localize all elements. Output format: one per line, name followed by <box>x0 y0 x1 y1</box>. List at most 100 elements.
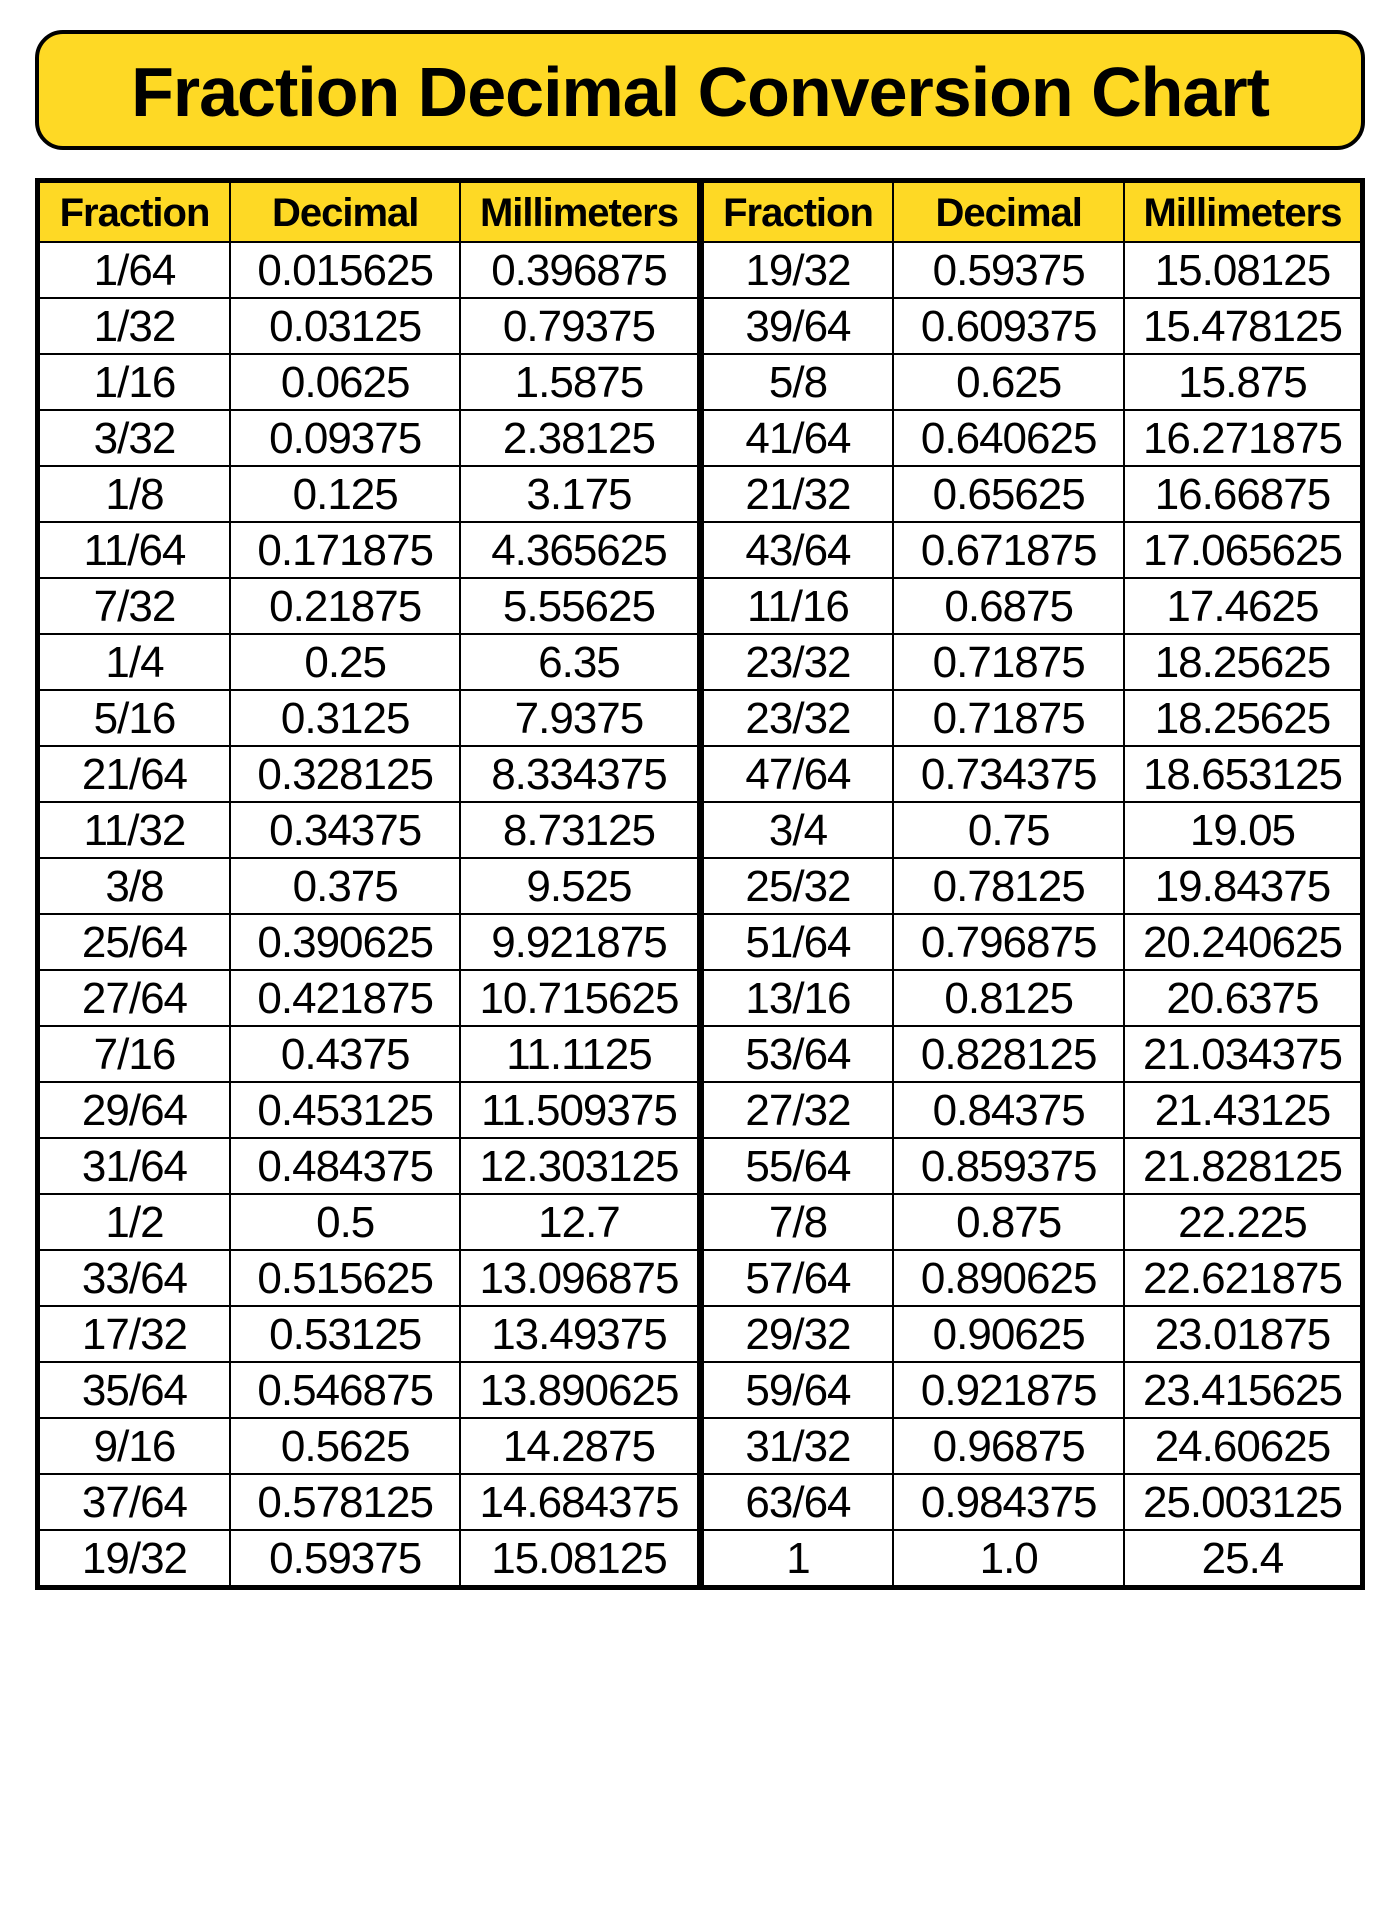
table-row: 17/320.5312513.49375 <box>39 1306 698 1362</box>
right-table: Fraction Decimal Millimeters 19/320.5937… <box>702 181 1363 1587</box>
cell-millimeters: 18.25625 <box>1124 634 1361 690</box>
cell-fraction: 1/8 <box>39 466 230 522</box>
cell-millimeters: 0.396875 <box>460 242 697 298</box>
cell-fraction: 57/64 <box>703 1250 894 1306</box>
cell-decimal: 0.515625 <box>230 1250 460 1306</box>
table-row: 51/640.79687520.240625 <box>703 914 1362 970</box>
table-row: 13/160.812520.6375 <box>703 970 1362 1026</box>
cell-fraction: 1/64 <box>39 242 230 298</box>
table-row: 63/640.98437525.003125 <box>703 1474 1362 1530</box>
cell-decimal: 0.640625 <box>893 410 1123 466</box>
table-row: 39/640.60937515.478125 <box>703 298 1362 354</box>
cell-fraction: 59/64 <box>703 1362 894 1418</box>
cell-millimeters: 3.175 <box>460 466 697 522</box>
cell-decimal: 0.34375 <box>230 802 460 858</box>
cell-fraction: 19/32 <box>39 1530 230 1586</box>
cell-decimal: 0.625 <box>893 354 1123 410</box>
cell-fraction: 1/4 <box>39 634 230 690</box>
left-table: Fraction Decimal Millimeters 1/640.01562… <box>38 181 699 1587</box>
cell-millimeters: 14.2875 <box>460 1418 697 1474</box>
cell-fraction: 51/64 <box>703 914 894 970</box>
cell-decimal: 0.546875 <box>230 1362 460 1418</box>
table-row: 31/320.9687524.60625 <box>703 1418 1362 1474</box>
table-row: 47/640.73437518.653125 <box>703 746 1362 802</box>
cell-fraction: 11/16 <box>703 578 894 634</box>
cell-decimal: 0.171875 <box>230 522 460 578</box>
cell-decimal: 0.859375 <box>893 1138 1123 1194</box>
cell-millimeters: 16.271875 <box>1124 410 1361 466</box>
cell-decimal: 0.734375 <box>893 746 1123 802</box>
cell-fraction: 39/64 <box>703 298 894 354</box>
cell-decimal: 0.71875 <box>893 634 1123 690</box>
table-row: 7/160.437511.1125 <box>39 1026 698 1082</box>
table-header-row: Fraction Decimal Millimeters <box>703 182 1362 242</box>
cell-decimal: 0.96875 <box>893 1418 1123 1474</box>
cell-fraction: 47/64 <box>703 746 894 802</box>
cell-fraction: 1/16 <box>39 354 230 410</box>
chart-title: Fraction Decimal Conversion Chart <box>59 52 1341 132</box>
cell-millimeters: 11.509375 <box>460 1082 697 1138</box>
cell-millimeters: 14.684375 <box>460 1474 697 1530</box>
cell-fraction: 31/64 <box>39 1138 230 1194</box>
table-row: 43/640.67187517.065625 <box>703 522 1362 578</box>
cell-millimeters: 17.065625 <box>1124 522 1361 578</box>
cell-fraction: 3/8 <box>39 858 230 914</box>
cell-fraction: 21/64 <box>39 746 230 802</box>
cell-fraction: 29/32 <box>703 1306 894 1362</box>
cell-decimal: 0.8125 <box>893 970 1123 1026</box>
table-row: 1/80.1253.175 <box>39 466 698 522</box>
cell-decimal: 0.25 <box>230 634 460 690</box>
table-row: 11/320.343758.73125 <box>39 802 698 858</box>
cell-fraction: 27/32 <box>703 1082 894 1138</box>
table-row: 53/640.82812521.034375 <box>703 1026 1362 1082</box>
cell-millimeters: 22.621875 <box>1124 1250 1361 1306</box>
cell-decimal: 0.21875 <box>230 578 460 634</box>
cell-decimal: 0.375 <box>230 858 460 914</box>
cell-millimeters: 13.49375 <box>460 1306 697 1362</box>
table-row: 25/320.7812519.84375 <box>703 858 1362 914</box>
cell-fraction: 13/16 <box>703 970 894 1026</box>
table-row: 7/320.218755.55625 <box>39 578 698 634</box>
cell-millimeters: 15.875 <box>1124 354 1361 410</box>
right-column: Fraction Decimal Millimeters 19/320.5937… <box>702 181 1363 1587</box>
table-row: 3/320.093752.38125 <box>39 410 698 466</box>
cell-decimal: 0.78125 <box>893 858 1123 914</box>
cell-decimal: 0.5 <box>230 1194 460 1250</box>
table-row: 5/160.31257.9375 <box>39 690 698 746</box>
cell-millimeters: 11.1125 <box>460 1026 697 1082</box>
cell-fraction: 7/8 <box>703 1194 894 1250</box>
cell-millimeters: 8.334375 <box>460 746 697 802</box>
cell-millimeters: 21.828125 <box>1124 1138 1361 1194</box>
table-row: 11/160.687517.4625 <box>703 578 1362 634</box>
cell-decimal: 0.0625 <box>230 354 460 410</box>
cell-decimal: 0.03125 <box>230 298 460 354</box>
table-row: 35/640.54687513.890625 <box>39 1362 698 1418</box>
cell-millimeters: 19.84375 <box>1124 858 1361 914</box>
cell-millimeters: 20.6375 <box>1124 970 1361 1026</box>
table-row: 23/320.7187518.25625 <box>703 690 1362 746</box>
chart-columns: Fraction Decimal Millimeters 1/640.01562… <box>35 178 1365 1590</box>
cell-fraction: 35/64 <box>39 1362 230 1418</box>
table-row: 21/640.3281258.334375 <box>39 746 698 802</box>
table-row: 19/320.5937515.08125 <box>39 1530 698 1586</box>
table-row: 57/640.89062522.621875 <box>703 1250 1362 1306</box>
cell-fraction: 11/32 <box>39 802 230 858</box>
cell-decimal: 0.65625 <box>893 466 1123 522</box>
cell-millimeters: 5.55625 <box>460 578 697 634</box>
cell-decimal: 0.421875 <box>230 970 460 1026</box>
cell-millimeters: 25.4 <box>1124 1530 1361 1586</box>
cell-decimal: 0.015625 <box>230 242 460 298</box>
table-row: 1/160.06251.5875 <box>39 354 698 410</box>
cell-millimeters: 22.225 <box>1124 1194 1361 1250</box>
cell-millimeters: 19.05 <box>1124 802 1361 858</box>
cell-fraction: 9/16 <box>39 1418 230 1474</box>
table-row: 27/320.8437521.43125 <box>703 1082 1362 1138</box>
cell-millimeters: 8.73125 <box>460 802 697 858</box>
left-column: Fraction Decimal Millimeters 1/640.01562… <box>38 181 702 1587</box>
table-row: 33/640.51562513.096875 <box>39 1250 698 1306</box>
table-row: 19/320.5937515.08125 <box>703 242 1362 298</box>
table-row: 29/640.45312511.509375 <box>39 1082 698 1138</box>
col-millimeters: Millimeters <box>1124 182 1361 242</box>
cell-decimal: 0.4375 <box>230 1026 460 1082</box>
cell-millimeters: 23.01875 <box>1124 1306 1361 1362</box>
